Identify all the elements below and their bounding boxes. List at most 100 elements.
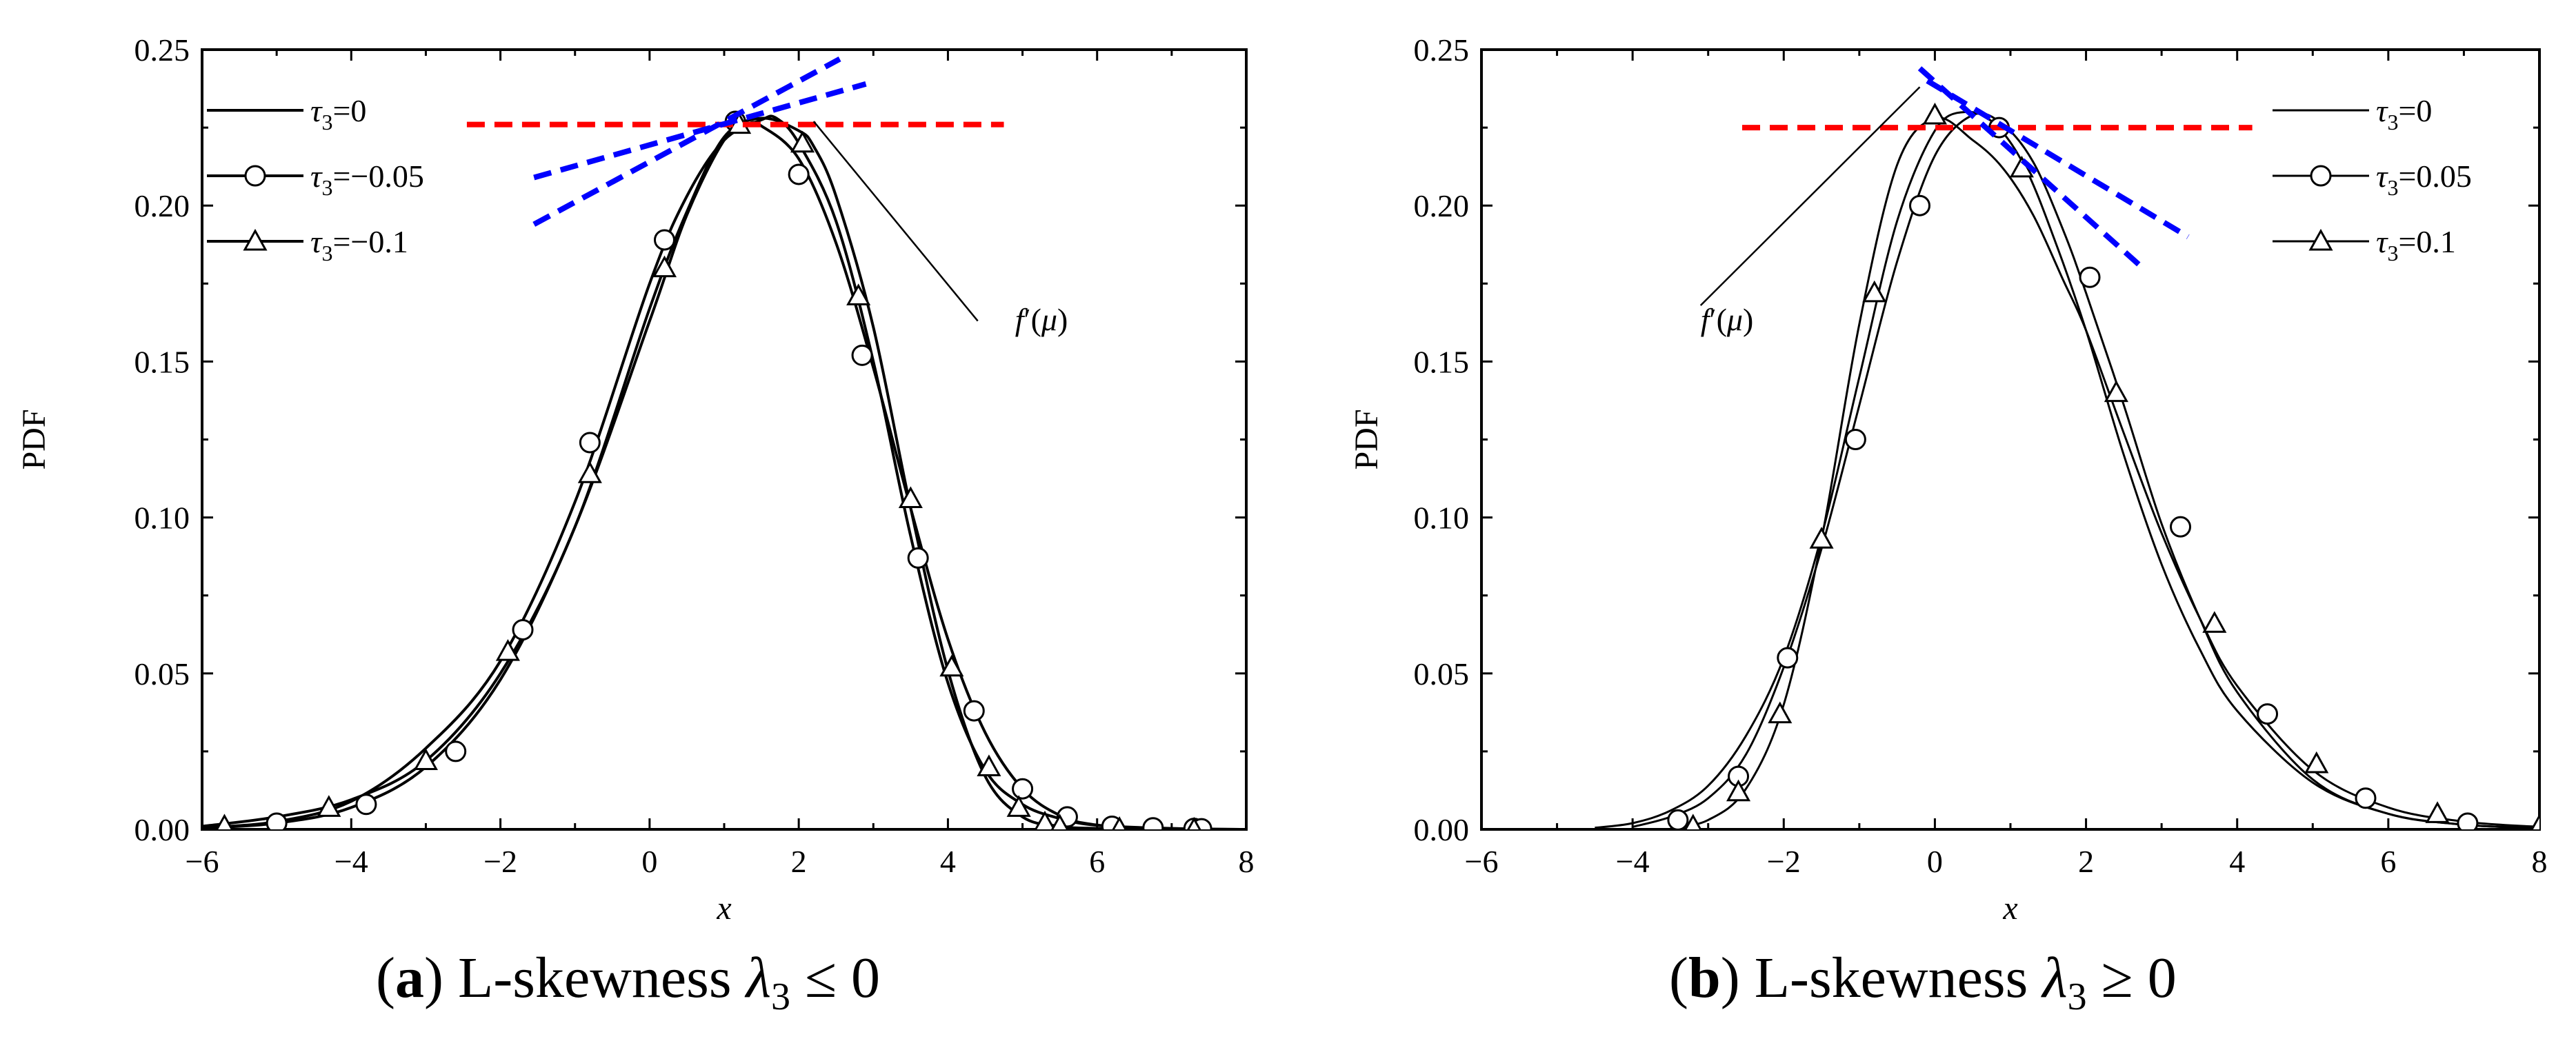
y-tick-label: 0.00 [134, 812, 190, 847]
triangle-marker [2425, 801, 2450, 823]
triangle-marker [1862, 280, 1887, 303]
circle-marker [2355, 787, 2377, 809]
x-tick-label: 0 [641, 844, 657, 879]
legend-value: =−0.05 [332, 159, 423, 194]
circle-marker [2170, 516, 2192, 538]
triangle-marker [1034, 810, 1056, 829]
legend-label-2: τ3=0.05 [2376, 159, 2472, 200]
legend-value: =0 [2398, 93, 2432, 128]
legend-label-1: τ3=0 [310, 93, 366, 134]
circle-marker [512, 618, 534, 640]
x-tick-label: −2 [483, 844, 517, 879]
x-tick-label: −6 [186, 844, 219, 879]
x-tick-label: −4 [1616, 844, 1650, 879]
series-line-3 [1670, 117, 2539, 829]
legend-tau: τ [2376, 159, 2388, 194]
triangle-marker [1726, 779, 1751, 802]
legend-circle-marker [244, 165, 266, 187]
circle-marker [266, 812, 288, 829]
triangle-marker [2202, 611, 2227, 633]
legend-triangle-marker [2308, 228, 2333, 251]
legend-value: =0 [332, 93, 366, 128]
circle-marker [1777, 647, 1799, 669]
plot-area [202, 110, 1246, 829]
legend-sub: 3 [321, 110, 332, 134]
legend-tau: τ [310, 93, 323, 128]
triangle-marker [1187, 816, 1201, 829]
annotation-label: f′(μ) [1701, 302, 1754, 337]
plot-area [1595, 102, 2539, 829]
circle-marker [355, 794, 377, 816]
triangle-marker [215, 814, 234, 829]
circle-marker [788, 163, 810, 185]
x-tick-label: 2 [791, 844, 807, 879]
x-tick-label: 6 [1089, 844, 1105, 879]
triangle-marker [1922, 102, 1947, 125]
caption-a: (a) L-skewness λ3 ≤ 0 [376, 946, 881, 1018]
legend-label-3: τ3=−0.1 [310, 224, 408, 265]
legend-tau: τ [2376, 93, 2388, 128]
legend-value: =0.1 [2398, 224, 2455, 259]
legend-tau: τ [310, 159, 323, 194]
y-tick-label: 0.05 [134, 656, 190, 691]
x-tick-label: −6 [1465, 844, 1499, 879]
triangle-marker [413, 748, 438, 770]
tangent-slope-line [1917, 66, 2145, 270]
annotation-close: ) [1743, 302, 1753, 337]
legend-tau: τ [310, 224, 323, 259]
x-tick-label: −2 [1767, 844, 1801, 879]
x-axis-title: x [716, 890, 731, 927]
annotation-close: ) [1057, 302, 1068, 337]
legend-circle-marker [2310, 165, 2332, 187]
x-tick-label: −4 [335, 844, 368, 879]
x-tick-label: 0 [1927, 844, 1943, 879]
circle-marker [2457, 812, 2479, 829]
annotation-mu: μ [1726, 302, 1743, 337]
legend-label-3: τ3=0.1 [2376, 224, 2456, 265]
legend-sub: 3 [2387, 241, 2398, 265]
triangle-marker [652, 255, 677, 278]
y-axis-title: PDF [16, 409, 52, 469]
triangle-marker [977, 754, 1001, 777]
x-tick-label: 4 [940, 844, 956, 879]
triangle-marker [1051, 814, 1069, 829]
triangle-marker [1809, 527, 1834, 549]
legend-label-1: τ3=0 [2376, 93, 2432, 134]
series-line-2 [202, 114, 1246, 829]
caption-b: (b) L-skewness λ3 ≥ 0 [1669, 946, 2177, 1018]
triangle-marker [939, 654, 964, 677]
triangle-marker [2304, 751, 2329, 774]
circle-marker [963, 700, 985, 722]
tangent-slope-line [532, 57, 841, 227]
legend-triangle-marker [243, 228, 268, 251]
triangle-marker [846, 283, 871, 305]
circle-marker [1844, 429, 1866, 450]
legend-sub: 3 [2387, 110, 2398, 134]
circle-marker [2257, 703, 2279, 725]
tangent-slope-line [1926, 78, 2190, 239]
triangle-marker [1768, 701, 1793, 724]
x-tick-label: 2 [2078, 844, 2094, 879]
x-tick-label: 4 [2229, 844, 2245, 879]
legend-sub: 3 [321, 241, 332, 265]
y-tick-label: 0.25 [1414, 32, 1470, 68]
triangle-marker [1006, 795, 1031, 817]
tangent-slope-line [533, 81, 867, 181]
legend-value: =0.05 [2398, 159, 2471, 194]
annotation-label: f′(μ) [1015, 302, 1068, 337]
circle-marker [907, 547, 929, 569]
legend-sub: 3 [321, 175, 332, 200]
y-tick-label: 0.15 [134, 344, 190, 379]
y-tick-label: 0.15 [1414, 344, 1470, 379]
circle-marker [2079, 266, 2101, 288]
y-tick-label: 0.05 [1414, 656, 1470, 691]
annotation-prime: ′( [1710, 302, 1727, 337]
triangle-marker [577, 461, 602, 483]
legend-tau: τ [2376, 224, 2388, 259]
triangle-marker [898, 486, 923, 508]
triangle-marker [790, 130, 815, 153]
panel-a-chart: −6 −4 −2 0 2 4 6 8 0.00 0.05 0.10 0.15 0.20 0.25 x PDF f… [16, 32, 1255, 927]
panel-b-chart: −6 −4 −2 0 2 4 6 8 0.00 0.05 0.10 0.15 0.20 0.25 x PDF f… [1348, 32, 2548, 927]
